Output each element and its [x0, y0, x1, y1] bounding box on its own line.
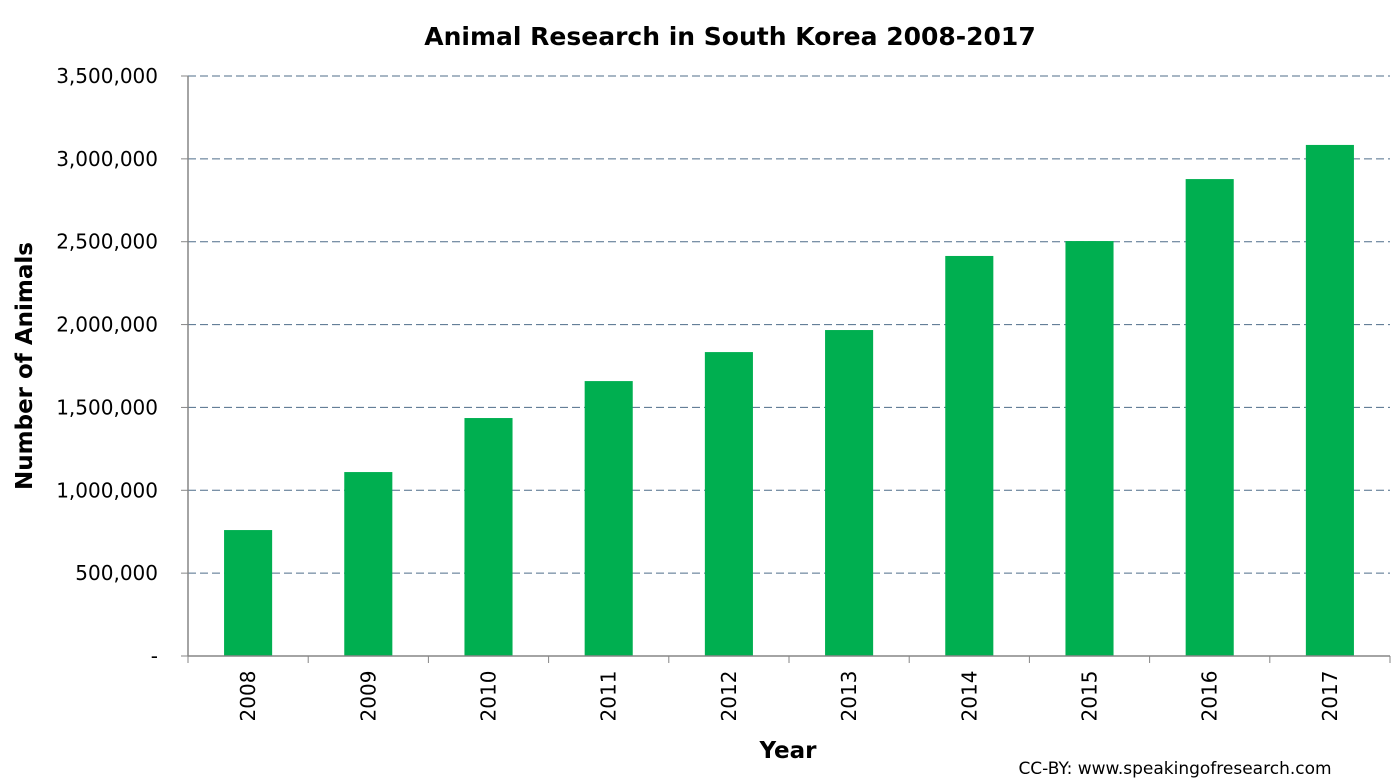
axes — [181, 75, 1391, 663]
x-tick-label: 2010 — [477, 671, 501, 722]
x-tick-labels: 2008 2009 2010 2011 2012 2013 2014 2015 2016 2017 — [236, 671, 1342, 722]
bar-2016 — [1185, 179, 1234, 656]
x-tick-label: 2017 — [1318, 671, 1342, 722]
x-axis-label: Year — [758, 738, 817, 764]
bar-2014 — [945, 255, 994, 657]
bar-2015 — [1065, 241, 1114, 656]
bar-2009 — [344, 472, 393, 656]
y-tick-label: - — [151, 644, 158, 668]
chart-title: Animal Research in South Korea 2008-2017 — [424, 22, 1035, 51]
y-tick-label: 2,500,000 — [56, 230, 158, 254]
x-tick-label: 2015 — [1078, 671, 1102, 722]
bar-2008 — [224, 530, 273, 656]
x-tick-label: 2012 — [717, 671, 741, 722]
bars — [224, 144, 1354, 657]
x-tick-label: 2013 — [837, 671, 861, 722]
y-tick-label: 1,500,000 — [56, 395, 158, 419]
y-tick-label: 1,000,000 — [56, 478, 158, 502]
credit-annotation: CC-BY: www.speakingofresearch.com — [1018, 759, 1331, 779]
y-tick-label: 3,000,000 — [56, 147, 158, 171]
bar-2017 — [1305, 144, 1354, 657]
y-tick-label: 2,000,000 — [56, 313, 158, 337]
bar-2012 — [704, 352, 753, 656]
bar-2011 — [584, 381, 633, 656]
x-tick-label: 2016 — [1198, 671, 1222, 722]
y-axis-label: Number of Animals — [12, 242, 38, 490]
x-tick-label: 2011 — [597, 671, 621, 722]
x-tick-label: 2014 — [957, 671, 981, 722]
y-tick-label: 500,000 — [75, 561, 158, 585]
x-tick-label: 2008 — [236, 671, 260, 722]
x-tick-label: 2009 — [356, 671, 380, 722]
y-tick-label: 3,500,000 — [56, 64, 158, 88]
bar-2013 — [825, 330, 874, 656]
y-tick-labels: - 500,000 1,000,000 1,500,000 2,000,000 2,500… — [56, 64, 158, 668]
bar-2010 — [464, 418, 513, 656]
